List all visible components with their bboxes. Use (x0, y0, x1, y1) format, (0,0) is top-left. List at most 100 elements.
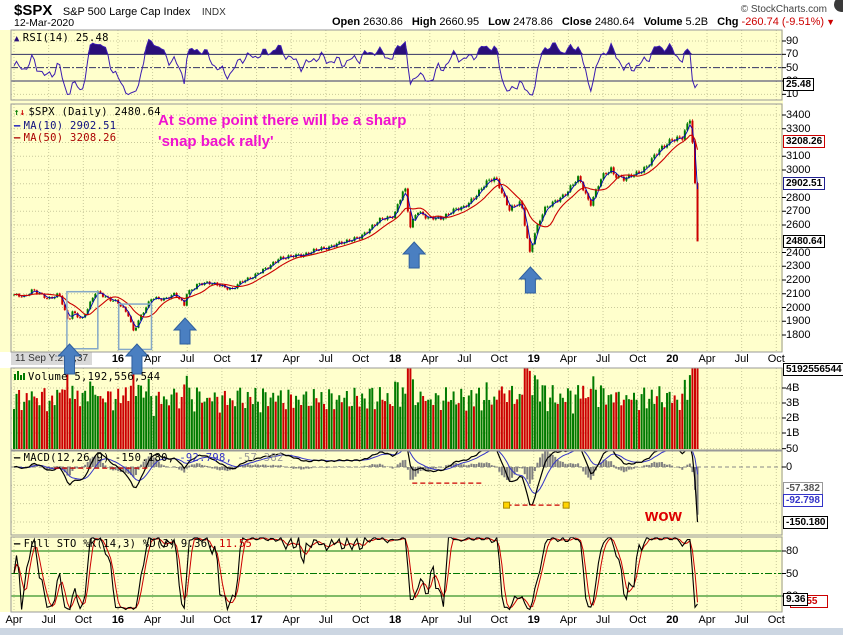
x-axis-label: 20 (666, 353, 679, 365)
x-axis-label: Apr (559, 353, 577, 365)
panel-border (10, 29, 783, 101)
volume-value: 5.2B (685, 16, 709, 28)
price-updown-icon: ↑↓ (14, 108, 26, 118)
x-axis-label: Apr (144, 614, 162, 626)
x-axis-label: Apr (5, 614, 23, 626)
rsi-line (13, 38, 698, 96)
macd-name: MACD(12,26,9) (23, 452, 110, 464)
horizontal-scrollbar[interactable] (0, 628, 843, 635)
y-axis-tick-label: 10 (786, 88, 799, 101)
sto-k-line (13, 537, 698, 612)
x-axis-label: Jul (734, 353, 749, 365)
ma10-line (13, 123, 698, 328)
x-axis-label: Jul (318, 353, 333, 365)
sto-line-icon: — (14, 538, 21, 550)
price-annotation-text: At some point there will be a sharp 'sna… (158, 110, 406, 152)
sto-d-value: 11.55 (219, 538, 253, 550)
low-label: Low (488, 16, 511, 28)
y-axis-tick-label: 4B (786, 382, 800, 394)
ma50-line-icon: — (14, 132, 21, 144)
x-axis-label: Jul (41, 614, 56, 626)
x-axis-label: Oct (629, 614, 647, 626)
y-axis-tick-label: 80 (786, 545, 799, 557)
x-axis-label: Oct (351, 353, 370, 365)
macd-value-box: -150.180 (783, 516, 829, 529)
quote-close: Close 2480.64 (562, 16, 635, 28)
x-axis-label: 17 (250, 353, 263, 365)
y-axis-tick-label: 2400 (786, 246, 811, 259)
y-axis-tick-label: 2300 (786, 260, 811, 273)
y-axis-tick-label: 2B (786, 412, 800, 424)
x-axis-label: Jul (180, 614, 195, 626)
macd-value: -150.180, (114, 452, 175, 464)
change-down-triangle-icon: ▼ (826, 17, 835, 27)
y-axis-tick-label: 3100 (786, 150, 811, 163)
x-axis-label: 19 (527, 614, 540, 626)
y-axis-tick-label: 1900 (786, 315, 811, 328)
x-axis-label: 16 (111, 353, 125, 365)
x-axis-label: Oct (767, 353, 785, 365)
y-axis-tick-label: 3B (786, 397, 800, 409)
x-axis-label: Oct (490, 353, 508, 365)
panel-border (10, 103, 783, 353)
close-value-box: 2480.64 (783, 235, 826, 248)
square-marker (503, 501, 511, 509)
x-axis-label: Oct (213, 614, 231, 626)
highlight-box (66, 290, 99, 350)
price-candles (13, 119, 699, 332)
x-axis-label: 17 (250, 614, 263, 626)
quote-change: Chg -260.74 (-9.51%) ▼ (717, 16, 835, 28)
open-label: Open (331, 16, 361, 28)
rsi-legend-label: RSI(14) 25.48 (22, 32, 109, 44)
x-axis-label: Jul (180, 353, 195, 365)
wow-annotation: wow (645, 506, 682, 525)
y-axis-tick-label: 0 (786, 461, 793, 473)
x-axis-label: Apr (282, 353, 300, 365)
quote-high: High 2660.95 (412, 16, 479, 28)
up-arrow-annotation (57, 343, 82, 375)
y-axis-tick-label: 2200 (786, 274, 811, 286)
sto-name: Full STO %K(14,3) %D(3) (23, 538, 176, 550)
header-title-row: $SPX S&P 500 Large Cap Index INDX (14, 2, 226, 20)
macd-hist-value: -57.382 (237, 452, 284, 464)
high-value: 2660.95 (439, 16, 480, 28)
macd-line-icon: — (14, 452, 21, 464)
close-value: 2480.64 (594, 16, 635, 28)
rsi-area-icon: ▲ (14, 34, 20, 44)
rsi-legend: ▲ RSI(14) 25.48 (14, 32, 109, 46)
panel-border (10, 536, 783, 613)
low-value: 2478.86 (513, 16, 553, 28)
ma50-value-box: 3208.26 (783, 135, 826, 148)
rsi-series (13, 38, 698, 96)
macd-series (13, 451, 699, 523)
y-axis-tick-label: 2700 (786, 205, 811, 218)
x-axis-label: Jul (734, 614, 749, 626)
annotation-line-1: At some point there will be a sharp (158, 112, 407, 129)
price-legend-label: $SPX (Daily) 2480.64 (28, 106, 161, 118)
y-axis-tick-label: 2800 (786, 191, 811, 204)
x-axis-label: Oct (213, 353, 231, 365)
x-axis-label: Jul (596, 614, 611, 626)
y-axis-tick-label: 3300 (786, 122, 811, 135)
x-axis-label: Jul (457, 614, 472, 626)
quote-summary-row: Open 2630.86 High 2660.95 Low 2478.86 Close… (332, 16, 835, 28)
x-axis-label: Oct (629, 353, 647, 365)
copyright-link[interactable]: © StockCharts.com (740, 4, 827, 15)
rsi-value-box: 25.48 (783, 78, 815, 91)
up-arrow-annotation (124, 343, 150, 375)
y-axis-tick-label: 3400 (786, 109, 811, 121)
ma50-legend-label: MA(50) 3208.26 (23, 132, 117, 144)
chart-background-upper (0, 30, 783, 352)
quote-date: 12-Mar-2020 (14, 17, 75, 29)
x-axis-label: Oct (74, 614, 92, 626)
sto-series (13, 537, 698, 612)
high-label: High (411, 16, 437, 28)
macd-signal-value: -92.798, (179, 452, 233, 464)
volume-bars (13, 368, 699, 449)
macd-legend: — MACD(12,26,9) -150.180, -92.798, -57.382 (14, 452, 284, 465)
x-axis-label: Jul (318, 614, 333, 626)
x-axis-label: Oct (490, 614, 508, 626)
ma10-line-icon: — (14, 119, 21, 132)
